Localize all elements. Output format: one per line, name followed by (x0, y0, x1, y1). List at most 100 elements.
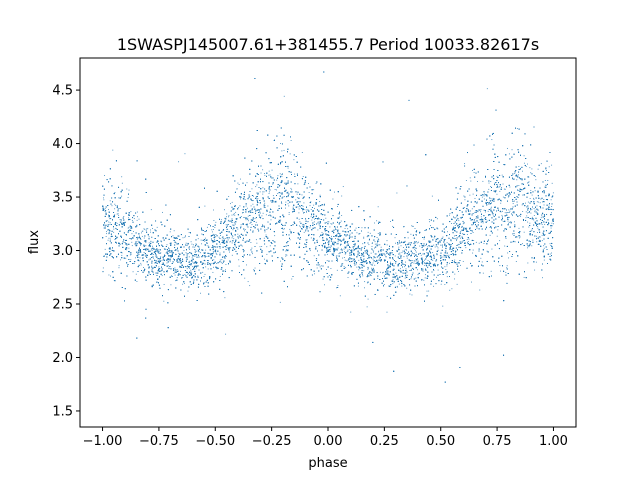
data-point (530, 209, 532, 211)
data-point (127, 227, 129, 229)
data-point (415, 247, 416, 249)
data-point (298, 245, 300, 247)
data-point (423, 238, 425, 240)
data-point (462, 260, 464, 262)
data-point (143, 252, 145, 253)
data-point (176, 259, 178, 261)
data-point (136, 224, 138, 226)
data-point (468, 238, 470, 240)
data-point (491, 139, 493, 141)
data-point (255, 196, 257, 198)
data-point (403, 264, 405, 265)
data-point (363, 237, 365, 239)
data-point (541, 240, 543, 242)
data-point (224, 238, 226, 240)
data-point (372, 262, 374, 264)
data-point (377, 251, 379, 253)
data-point (442, 256, 444, 258)
data-point (203, 263, 205, 265)
data-point (249, 285, 251, 287)
data-point (263, 191, 265, 193)
data-point (472, 249, 474, 251)
data-point (550, 212, 552, 214)
data-point (205, 266, 207, 268)
data-point (390, 221, 391, 222)
data-point (428, 245, 430, 246)
data-point (163, 248, 165, 250)
data-point (533, 198, 535, 200)
data-point (431, 195, 433, 197)
data-point (544, 234, 546, 236)
data-point (204, 205, 206, 207)
data-point (367, 267, 369, 269)
data-point (394, 237, 396, 239)
data-point (429, 251, 431, 253)
data-point (512, 233, 513, 235)
data-point (321, 231, 323, 233)
data-point (235, 211, 237, 213)
data-point (269, 240, 271, 242)
data-point (291, 278, 293, 280)
data-point (489, 234, 491, 236)
data-point (392, 258, 394, 260)
data-point (361, 253, 363, 255)
data-point (114, 208, 116, 210)
data-point (491, 213, 493, 215)
data-point (269, 208, 271, 210)
data-point (537, 201, 539, 203)
data-point (460, 237, 462, 239)
data-point (514, 241, 516, 243)
data-point (451, 219, 453, 220)
data-point (270, 219, 272, 221)
data-point (131, 233, 133, 235)
data-point (485, 211, 486, 213)
data-point (436, 246, 438, 248)
data-point (211, 262, 213, 264)
data-point (335, 255, 337, 257)
data-point (206, 255, 208, 257)
data-point (494, 198, 496, 200)
data-point (224, 297, 226, 299)
data-point (281, 203, 283, 205)
data-point (460, 230, 462, 232)
data-point (141, 232, 142, 234)
data-point (102, 267, 104, 269)
data-point (383, 259, 385, 261)
data-point (551, 252, 552, 254)
data-point (206, 226, 208, 228)
data-point (374, 253, 376, 255)
data-point (236, 219, 238, 221)
data-point (274, 235, 276, 237)
data-point (511, 213, 513, 215)
data-point (166, 262, 168, 264)
data-point (511, 149, 513, 151)
data-point (493, 199, 495, 201)
data-point (537, 227, 539, 229)
data-point (454, 259, 456, 261)
data-point (151, 236, 153, 238)
data-point (432, 252, 434, 254)
data-point (414, 242, 416, 244)
data-point (502, 221, 504, 223)
data-point (496, 175, 498, 177)
data-point (352, 260, 354, 262)
data-point (327, 244, 329, 246)
data-point (187, 273, 189, 275)
data-point (358, 269, 360, 271)
data-point (274, 189, 276, 190)
data-point (490, 181, 492, 182)
data-point (408, 243, 410, 245)
data-point (106, 231, 107, 233)
data-point (529, 234, 531, 236)
data-point (221, 263, 223, 264)
data-point (245, 219, 247, 221)
data-point (129, 254, 131, 256)
data-point (151, 267, 153, 269)
data-point (400, 245, 402, 247)
data-point (368, 272, 370, 274)
data-point (503, 164, 504, 166)
data-point (314, 242, 316, 244)
data-point (492, 213, 494, 215)
data-point (406, 287, 408, 289)
data-point (113, 280, 115, 281)
